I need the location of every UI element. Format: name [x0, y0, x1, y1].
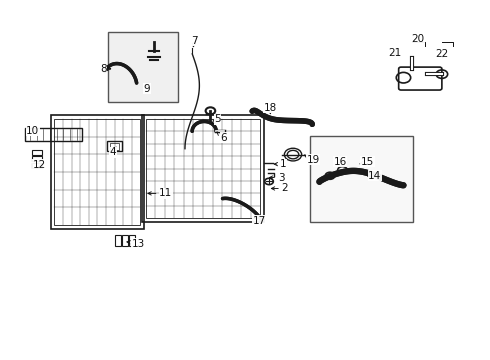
Text: 20: 20: [411, 34, 424, 44]
Text: 7: 7: [191, 36, 198, 47]
Text: 11: 11: [148, 188, 172, 198]
Text: 14: 14: [367, 171, 381, 181]
Text: 15: 15: [360, 157, 374, 167]
Text: 19: 19: [304, 154, 320, 165]
Text: 21: 21: [388, 48, 401, 58]
Bar: [110, 143, 119, 150]
Text: 9: 9: [144, 84, 150, 94]
Bar: [107, 141, 122, 152]
Bar: [32, 163, 42, 168]
Text: 8: 8: [100, 64, 111, 74]
Text: 17: 17: [253, 216, 266, 226]
FancyBboxPatch shape: [310, 136, 413, 222]
Text: 13: 13: [127, 239, 145, 248]
Text: 22: 22: [435, 49, 448, 59]
Bar: [32, 150, 42, 155]
Text: 18: 18: [263, 103, 276, 114]
Text: 4: 4: [110, 147, 116, 157]
Text: 1: 1: [274, 159, 287, 169]
Text: 2: 2: [271, 184, 288, 193]
Text: 16: 16: [334, 157, 347, 167]
Bar: [25, 128, 82, 141]
Bar: [32, 156, 42, 161]
Text: 10: 10: [26, 126, 39, 136]
Bar: [146, 119, 260, 218]
FancyBboxPatch shape: [108, 32, 178, 102]
Text: 12: 12: [33, 160, 46, 170]
Text: 6: 6: [217, 132, 227, 143]
Text: 3: 3: [270, 172, 284, 183]
Bar: [122, 235, 128, 246]
Bar: [115, 235, 121, 246]
Bar: [50, 115, 144, 229]
Bar: [54, 119, 140, 225]
Bar: [142, 115, 264, 222]
Text: 5: 5: [212, 114, 221, 124]
Bar: [129, 235, 135, 246]
